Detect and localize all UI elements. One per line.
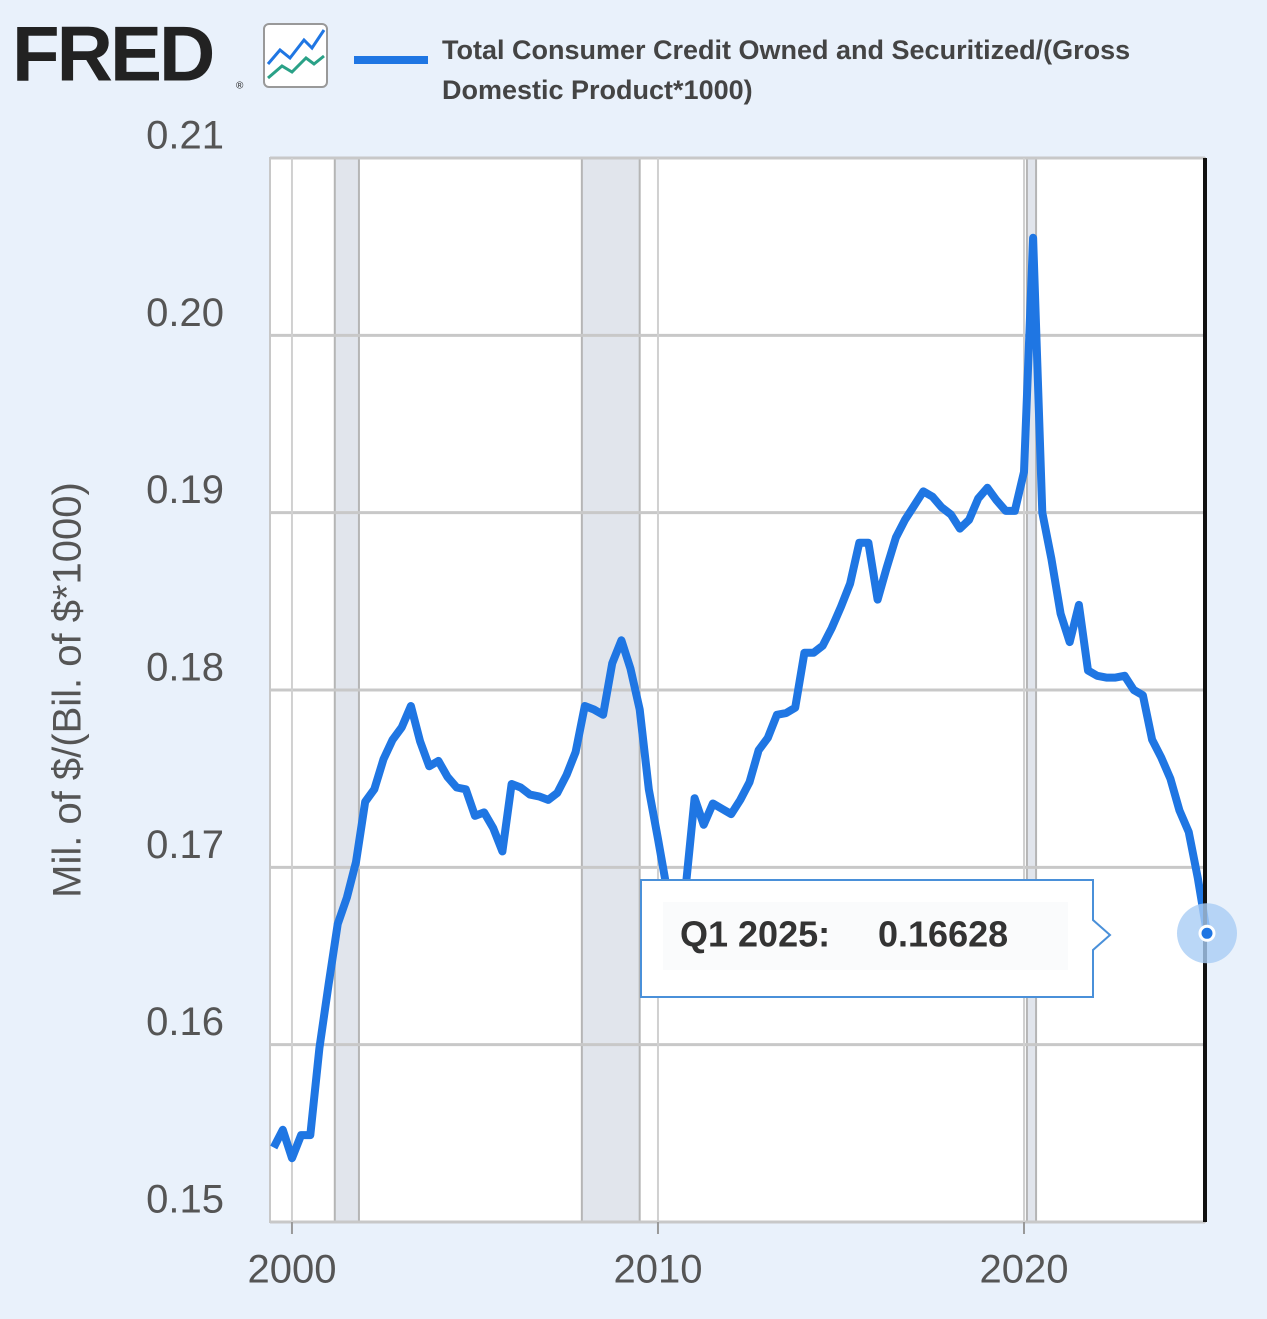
tooltip-value: 0.16628	[878, 914, 1008, 955]
logo: FRED	[12, 10, 213, 98]
y-tick-label: 0.19	[146, 468, 224, 512]
y-tick-label: 0.20	[146, 291, 224, 335]
tooltip-label: Q1 2025:	[680, 914, 830, 955]
y-tick-label: 0.18	[146, 646, 224, 690]
y-tick-label: 0.21	[146, 114, 224, 158]
y-tick-label: 0.17	[146, 823, 224, 867]
highlight-point	[1198, 924, 1216, 942]
logo-icon	[263, 23, 328, 88]
x-tick-label: 2010	[613, 1248, 702, 1292]
tooltip: Q1 2025: 0.16628	[640, 879, 1112, 998]
tooltip-inner	[663, 902, 1068, 970]
x-tick-label: 2000	[247, 1248, 336, 1292]
logo-mark: ®	[236, 81, 244, 92]
y-tick-label: 0.16	[146, 1000, 224, 1044]
y-axis-label: Mil. of $/(Bil. of $*1000)	[46, 482, 90, 898]
x-tick-label: 2020	[980, 1248, 1069, 1292]
y-tick-label: 0.15	[146, 1178, 224, 1222]
line-series	[270, 233, 1211, 1163]
legend-label: Total Consumer Credit Owned and Securiti…	[442, 35, 1131, 105]
